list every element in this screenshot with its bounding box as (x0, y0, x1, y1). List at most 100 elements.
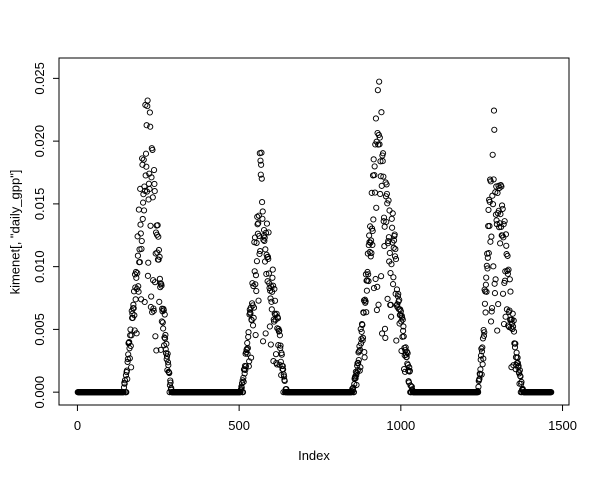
data-point (386, 207, 393, 214)
data-point (369, 241, 376, 249)
data-point (368, 249, 375, 257)
data-point (379, 330, 386, 337)
data-point (371, 171, 378, 179)
data-point (128, 332, 135, 339)
data-point (496, 220, 503, 227)
data-point (246, 358, 253, 365)
data-point (265, 270, 272, 277)
data-point (385, 234, 392, 241)
data-point (253, 258, 260, 265)
data-point (378, 109, 385, 116)
data-point (368, 189, 375, 196)
data-point (494, 189, 501, 197)
data-point (375, 301, 382, 308)
data-point (252, 272, 260, 279)
data-point (238, 380, 246, 387)
data-point (494, 327, 501, 334)
data-point (505, 266, 512, 273)
data-point (242, 366, 249, 373)
data-point (155, 256, 162, 263)
data-point (484, 265, 491, 272)
data-point (257, 248, 264, 255)
plot-box (58, 57, 570, 406)
data-point (353, 372, 360, 379)
data-point (253, 287, 260, 295)
data-point (387, 301, 394, 308)
data-point (251, 268, 258, 275)
data-point (157, 284, 164, 291)
data-point (507, 288, 514, 295)
data-point (141, 183, 148, 190)
data-point (358, 328, 365, 335)
data-point (252, 331, 259, 339)
data-point (396, 320, 403, 327)
data-point (138, 237, 145, 245)
data-point (388, 215, 395, 222)
data-point (491, 280, 498, 287)
data-point (250, 304, 258, 311)
data-point (131, 312, 138, 319)
data-point (134, 252, 141, 259)
data-point (384, 295, 391, 302)
data-point (161, 311, 168, 318)
data-point (249, 280, 256, 287)
data-point (279, 363, 286, 370)
data-point (151, 187, 158, 195)
data-point (373, 306, 380, 314)
x-axis-tick-label: 500 (228, 418, 250, 433)
data-point (479, 344, 486, 351)
data-point (365, 271, 372, 278)
data-point (404, 350, 411, 357)
data-point (242, 363, 249, 370)
data-point (123, 367, 130, 374)
data-point (148, 174, 155, 181)
data-point (140, 199, 147, 206)
data-point (515, 362, 522, 370)
data-point (387, 269, 394, 277)
data-point (486, 222, 493, 230)
data-point (149, 146, 156, 153)
data-point (265, 255, 272, 263)
data-point (250, 282, 257, 290)
data-point (390, 237, 398, 244)
data-point (490, 107, 498, 114)
data-point (359, 321, 366, 328)
data-point (137, 230, 144, 237)
data-point (256, 232, 263, 240)
data-point (123, 389, 130, 396)
data-point (135, 288, 142, 295)
y-axis-title: kimenet[, "daily_gpp"] (7, 169, 23, 295)
data-point (142, 150, 150, 157)
data-point (514, 359, 521, 367)
data-point (269, 266, 276, 273)
data-point (369, 227, 376, 235)
data-point (265, 229, 272, 236)
x-axis-tick-label: 0 (74, 418, 81, 433)
data-point (165, 362, 172, 369)
data-point (166, 369, 173, 377)
data-point (485, 206, 492, 214)
data-point (270, 282, 277, 289)
data-point (363, 287, 370, 294)
data-point (264, 253, 271, 260)
scatter-points (74, 78, 555, 396)
data-point (268, 298, 275, 305)
data-point (259, 338, 267, 345)
data-point (263, 220, 271, 227)
data-point (259, 199, 266, 206)
data-point (383, 190, 391, 197)
data-point (361, 349, 368, 356)
data-point (483, 274, 490, 281)
data-point (393, 337, 400, 344)
data-point (495, 300, 502, 308)
data-point (135, 206, 142, 213)
data-point (506, 276, 513, 283)
data-point (147, 123, 154, 130)
data-point (133, 330, 140, 337)
data-point (391, 231, 398, 238)
data-point (259, 215, 266, 222)
data-point (368, 225, 376, 232)
data-point (278, 372, 285, 379)
data-point (148, 293, 155, 300)
